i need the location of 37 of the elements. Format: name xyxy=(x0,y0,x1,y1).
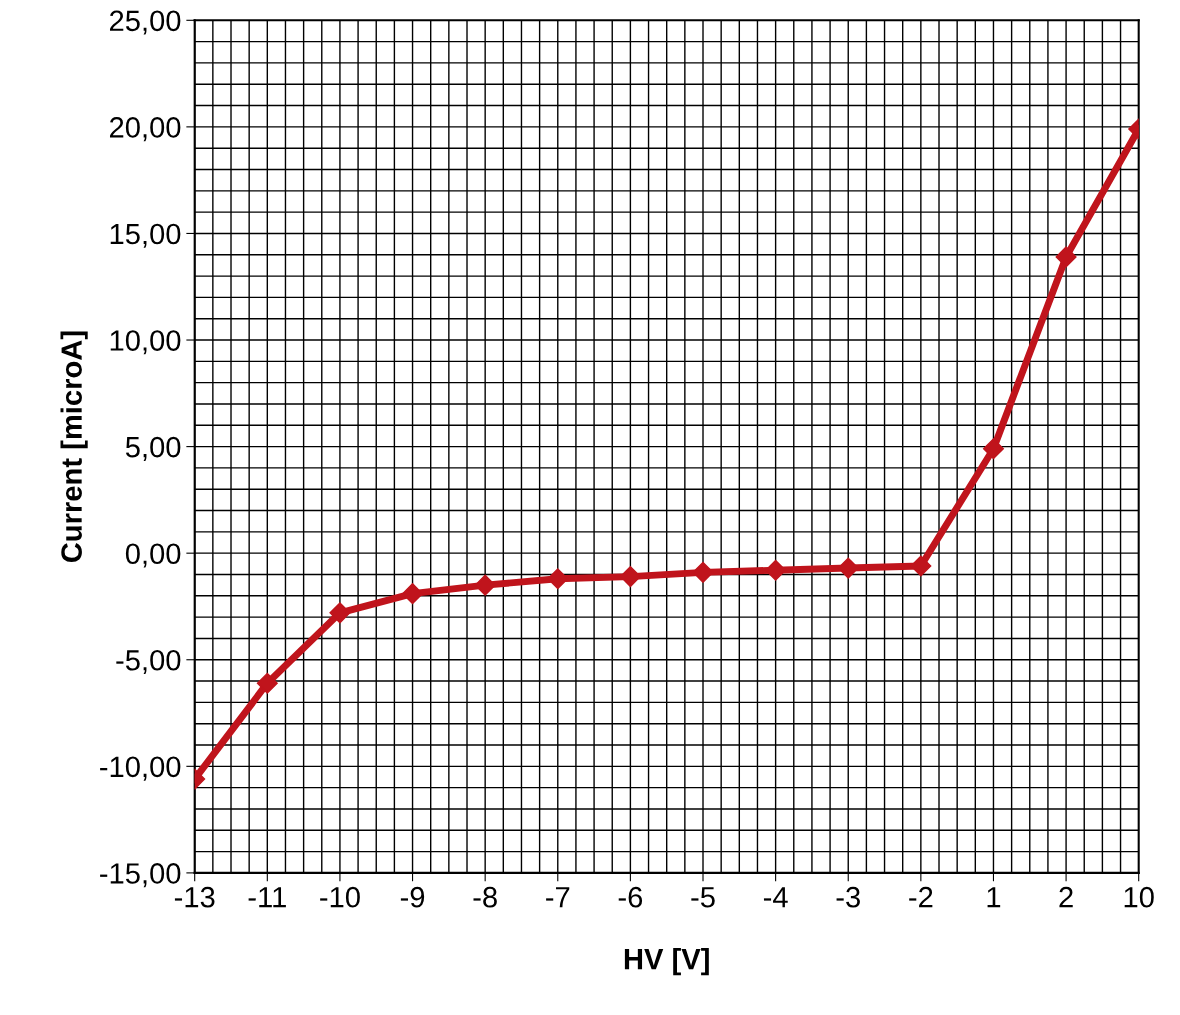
x-axis-title: HV [V] xyxy=(624,948,709,976)
x-tick-label: -13 xyxy=(174,886,215,908)
point xyxy=(256,672,278,694)
x-tick-label: -3 xyxy=(836,886,860,908)
point xyxy=(1055,246,1077,268)
x-tick-label: -2 xyxy=(909,886,933,908)
y-tick-label: 20,00 xyxy=(109,117,181,142)
x-tick-label: -7 xyxy=(546,887,570,908)
y-tick-label: -15,00 xyxy=(100,863,181,888)
y-tick-label: -5,00 xyxy=(116,649,181,675)
y-tick-label: 0,00 xyxy=(125,543,181,568)
point xyxy=(329,602,351,624)
point xyxy=(692,561,714,583)
point xyxy=(619,566,641,588)
y-tick-label: 5,00 xyxy=(125,436,181,461)
x-tick-label: 10 xyxy=(1124,886,1154,908)
point xyxy=(910,555,932,577)
x-tick-label: -4 xyxy=(763,887,788,908)
point xyxy=(547,568,569,590)
point xyxy=(982,438,1004,460)
y-axis-title: Current [microA] xyxy=(60,331,88,563)
point xyxy=(402,583,424,605)
point xyxy=(837,557,859,579)
x-tick-label: 2 xyxy=(1059,886,1073,908)
point xyxy=(474,574,496,596)
x-tick-label: -9 xyxy=(400,886,425,908)
y-tick-label: 10,00 xyxy=(110,330,181,355)
x-tick-label: -8 xyxy=(473,886,497,908)
x-tick-label: -11 xyxy=(248,887,286,908)
y-tick-label: 15,00 xyxy=(110,223,181,248)
y-tick-label: -10,00 xyxy=(100,756,181,781)
x-tick-label: -6 xyxy=(618,886,643,908)
x-tick-label: -5 xyxy=(691,887,715,908)
y-tick-label: 25,00 xyxy=(109,10,181,35)
point xyxy=(765,559,787,581)
x-tick-label: -10 xyxy=(320,886,360,908)
x-tick-label: 1 xyxy=(987,887,1001,908)
